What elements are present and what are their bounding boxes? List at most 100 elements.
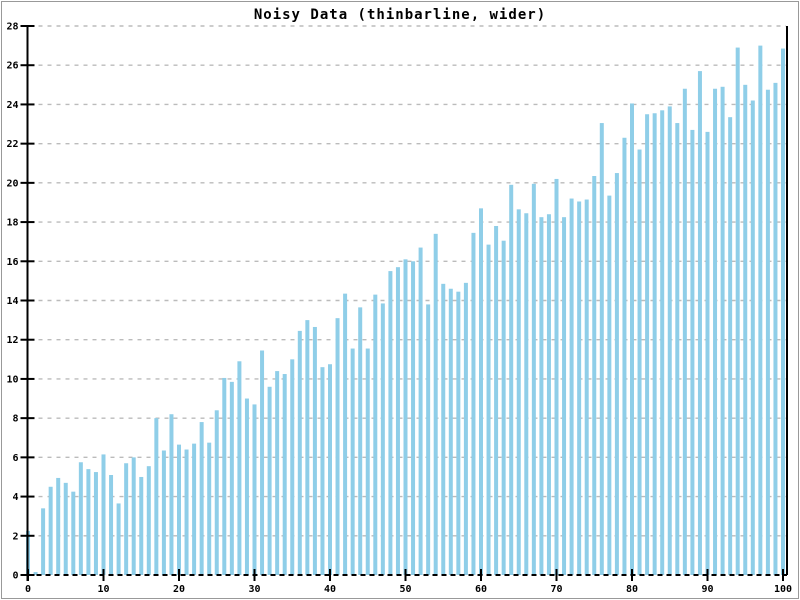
x-tick-label: 100 [774,584,792,595]
bar [645,114,650,575]
bar [71,491,76,575]
bar [78,462,83,575]
x-tick-label: 40 [324,584,336,595]
bar [86,469,91,575]
bar [720,86,725,575]
bar [562,217,567,576]
bar [154,418,159,575]
bar [320,367,325,575]
bar [161,450,166,575]
x-tick-label: 80 [626,584,638,595]
bar [690,129,695,576]
bar [743,84,748,575]
bar [177,444,181,575]
bar [275,371,280,575]
bar [630,103,634,575]
x-tick-label: 70 [550,584,562,595]
bar [41,508,46,575]
x-tick-label: 60 [475,584,487,595]
y-tick-label: 10 [6,374,18,385]
bar [531,183,536,576]
x-tick-label: 50 [399,584,411,595]
bar [214,410,219,575]
bar [426,304,431,575]
bar [388,271,393,575]
bar [312,326,317,575]
bar [418,247,423,575]
bar [207,442,212,575]
y-tick-label: 18 [6,218,18,229]
bar [411,261,416,575]
bar [554,178,559,575]
bar [335,318,340,575]
bar [350,348,355,575]
bar [343,293,348,575]
bar [750,100,755,576]
bar [33,572,38,575]
bar [479,208,483,575]
bar [486,244,491,575]
bar [569,198,574,575]
bar [395,267,400,575]
bar [622,137,627,575]
y-tick-label: 20 [6,178,18,189]
x-tick-label: 90 [701,584,713,595]
bar [305,320,310,575]
bar [546,214,551,575]
x-tick-label: 20 [173,584,185,595]
bar [433,233,438,575]
bar [652,113,657,575]
x-tick-label: 0 [25,584,31,595]
bar [682,88,687,575]
bar [584,199,589,576]
y-tick-label: 6 [12,453,18,464]
bar [124,463,129,575]
y-tick-label: 28 [6,22,18,33]
y-tick-label: 12 [6,335,18,346]
bar [509,184,514,576]
bar [282,374,287,575]
bar [252,404,257,575]
bar [781,48,785,575]
y-tick-label: 26 [6,61,18,72]
bar [290,359,295,575]
bar [705,131,710,575]
bar [169,414,174,575]
y-tick-label: 22 [6,139,18,150]
bar [501,240,506,575]
bar [660,110,665,576]
bar [358,307,363,575]
bar [675,123,680,575]
bar [637,149,642,575]
bar [237,361,242,575]
bar [463,282,468,575]
bar [441,283,446,575]
y-tick-label: 14 [6,296,18,307]
bar [109,475,114,575]
bar [139,476,144,575]
bar [116,503,121,575]
bar [735,47,740,575]
bar [516,209,521,575]
bar [539,217,544,576]
bar [577,201,582,576]
bar [93,472,98,575]
bar [48,486,53,575]
bar [267,386,272,575]
bar [494,225,499,575]
y-tick-label: 8 [12,414,18,425]
y-tick-label: 2 [12,531,18,542]
bar [365,348,370,575]
y-tick-label: 0 [12,571,18,582]
bar [184,449,189,575]
bar [773,82,778,575]
bar [614,173,619,575]
bar [192,443,197,575]
bar [592,175,597,575]
bar [403,259,408,575]
y-tick-label: 24 [6,100,18,111]
bar [56,477,61,575]
y-tick-label: 4 [12,492,18,503]
